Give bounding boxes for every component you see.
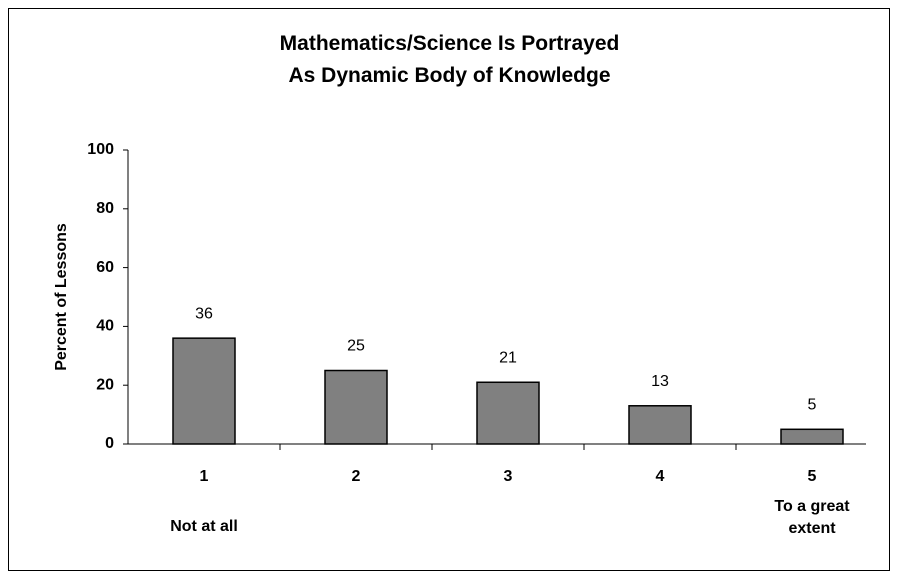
y-tick-label: 40 bbox=[96, 318, 114, 335]
y-tick-label: 0 bbox=[105, 435, 114, 452]
bar bbox=[476, 381, 540, 445]
data-label: 21 bbox=[499, 349, 517, 366]
bar bbox=[628, 405, 692, 445]
data-label: 5 bbox=[808, 397, 817, 414]
bar bbox=[172, 337, 236, 445]
chart-border bbox=[8, 8, 890, 571]
data-label: 36 bbox=[195, 305, 213, 322]
x-tick-label: 4 bbox=[656, 468, 665, 485]
y-tick-label: 100 bbox=[87, 141, 114, 158]
category-sublabel: To a great extent bbox=[774, 498, 850, 537]
x-tick-label: 5 bbox=[808, 468, 817, 485]
x-tick-label: 3 bbox=[504, 468, 513, 485]
chart-title: Mathematics/Science Is Portrayed As Dyna… bbox=[279, 32, 620, 87]
y-tick-label: 20 bbox=[96, 376, 114, 393]
bar bbox=[780, 428, 844, 445]
bar bbox=[324, 369, 388, 445]
y-axis-label: Percent of Lessons bbox=[53, 223, 70, 371]
category-sublabel: Not at all bbox=[170, 518, 238, 535]
data-label: 25 bbox=[347, 338, 365, 355]
x-tick-label: 2 bbox=[352, 468, 361, 485]
y-tick-label: 60 bbox=[96, 259, 114, 276]
data-label: 13 bbox=[651, 373, 669, 390]
x-tick-label: 1 bbox=[200, 468, 209, 485]
y-tick-label: 80 bbox=[96, 200, 114, 217]
